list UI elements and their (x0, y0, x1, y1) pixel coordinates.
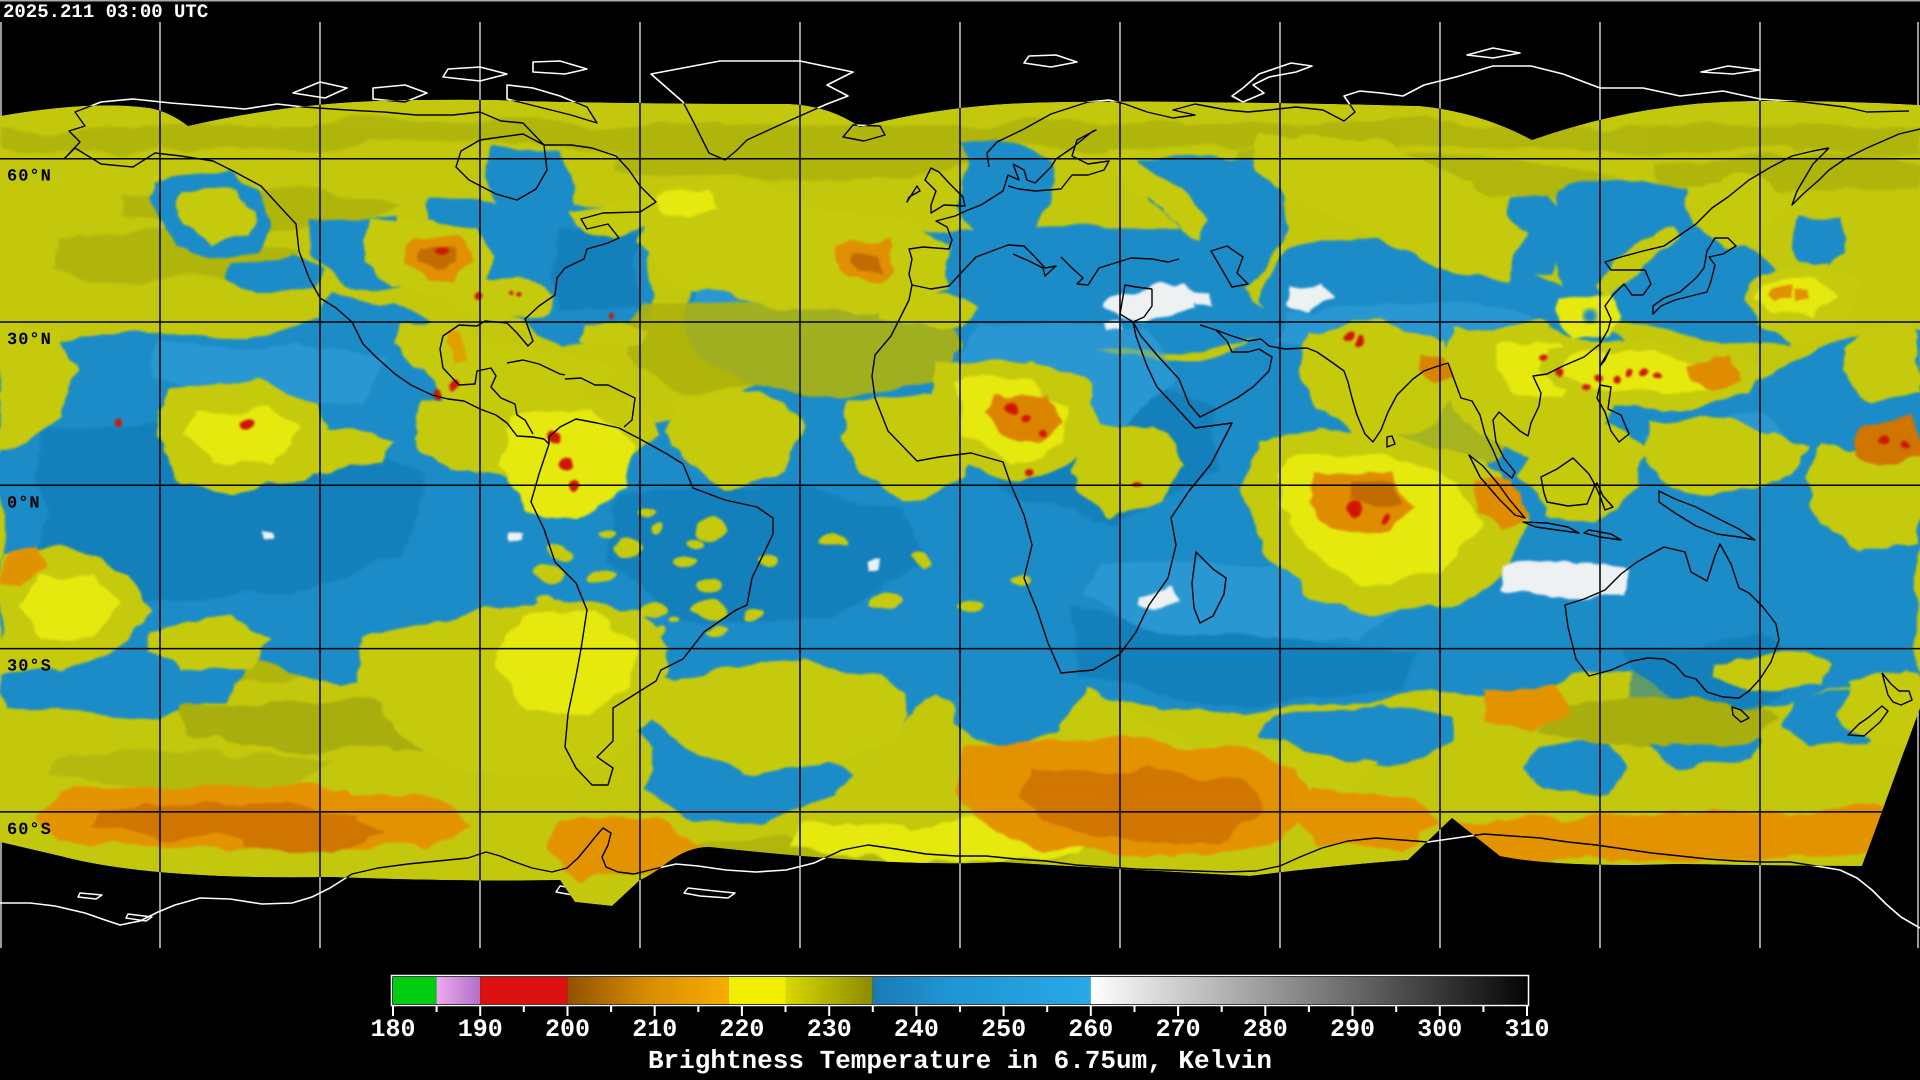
svg-text:280: 280 (1243, 1015, 1288, 1044)
svg-text:200: 200 (545, 1015, 590, 1044)
svg-text:250: 250 (981, 1015, 1026, 1044)
svg-text:2025.211 03:00 UTC: 2025.211 03:00 UTC (3, 1, 208, 23)
svg-text:190: 190 (458, 1015, 503, 1044)
svg-text:60°N: 60°N (7, 168, 52, 187)
svg-text:310: 310 (1504, 1015, 1549, 1044)
svg-text:300: 300 (1417, 1015, 1462, 1044)
svg-text:30°S: 30°S (7, 658, 52, 677)
svg-text:230: 230 (807, 1015, 852, 1044)
svg-text:Brightness Temperature in 6.75: Brightness Temperature in 6.75um, Kelvin (648, 1046, 1272, 1076)
svg-text:290: 290 (1330, 1015, 1375, 1044)
svg-text:260: 260 (1068, 1015, 1113, 1044)
svg-text:210: 210 (632, 1015, 677, 1044)
svg-text:180: 180 (370, 1015, 415, 1044)
svg-text:30°N: 30°N (7, 331, 52, 350)
svg-text:0°N: 0°N (7, 494, 41, 513)
svg-text:60°S: 60°S (7, 821, 52, 840)
svg-text:240: 240 (894, 1015, 939, 1044)
svg-text:270: 270 (1156, 1015, 1201, 1044)
svg-text:220: 220 (719, 1015, 764, 1044)
